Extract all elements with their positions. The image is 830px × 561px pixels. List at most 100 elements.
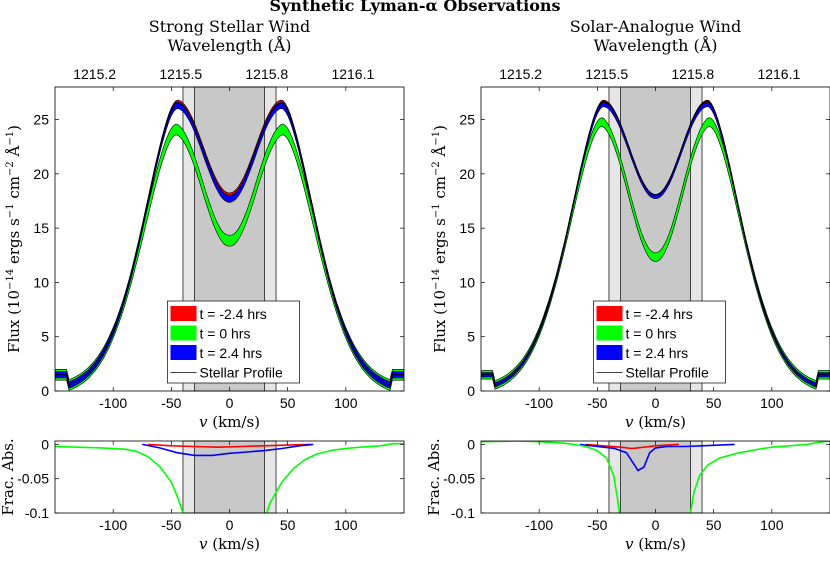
x-tick-label: 50 xyxy=(280,517,296,533)
x-tick-label: 50 xyxy=(706,517,722,533)
x-axis-label: v (km/s) xyxy=(199,535,260,553)
legend-box xyxy=(167,300,300,384)
plot-area xyxy=(481,441,830,513)
top-tick-label: 1216.1 xyxy=(331,66,374,82)
top-tick-label: 1215.2 xyxy=(499,66,542,82)
plot-area xyxy=(55,442,404,513)
shaded-region-inner xyxy=(620,440,691,514)
legend-swatch-blue xyxy=(170,345,197,360)
series-line-green-2 xyxy=(481,441,621,513)
panel-left-top: -100 -50 0 50 100 0 5 10 15 20 25 v (km/s) Flux (10−… xyxy=(5,17,405,431)
x-tick-label: -100 xyxy=(99,395,127,411)
top-tick-label: 1215.5 xyxy=(159,66,202,82)
series-line-green-2 xyxy=(55,445,184,513)
x-tick-label: 100 xyxy=(334,517,358,533)
x-tick-label: 100 xyxy=(760,395,784,411)
x-tick-label: 0 xyxy=(652,517,660,533)
series-line-red-0 xyxy=(148,443,311,449)
y-tick-label: 0 xyxy=(467,383,475,399)
y-tick-label: 20 xyxy=(33,166,49,182)
y-tick-label: 10 xyxy=(459,274,475,290)
x-tick-label: -100 xyxy=(525,517,553,533)
series-band-blue xyxy=(55,101,404,389)
x-axis-label: v (km/s) xyxy=(199,413,260,431)
plot-area xyxy=(481,99,830,390)
x-tick-label: 0 xyxy=(226,517,234,533)
plot-area xyxy=(55,99,404,391)
y-tick-label: -0.1 xyxy=(451,505,475,521)
top-tick-label: 1215.5 xyxy=(585,66,628,82)
x-tick-label: -50 xyxy=(161,517,181,533)
x-tick-label: -100 xyxy=(525,395,553,411)
legend-swatch-green xyxy=(596,325,623,341)
top-tick-label: 1216.1 xyxy=(757,66,800,82)
series-band-green xyxy=(55,123,404,391)
x-axis-label: v (km/s) xyxy=(625,413,686,431)
y-tick-label: -0.05 xyxy=(443,471,475,487)
stellar-profile-line xyxy=(481,100,830,386)
y-tick-label: 5 xyxy=(467,329,475,345)
legend-label: Stellar Profile xyxy=(626,365,709,381)
series-line-red-0 xyxy=(585,443,679,450)
figure-title: Synthetic Lyman-α Observations xyxy=(269,0,560,15)
series-line-green-3 xyxy=(265,442,404,513)
y-axis-label: Flux (10−14 ergs s−1 cm−2 Å−1) xyxy=(431,125,449,353)
x-tick-label: 100 xyxy=(760,517,784,533)
panel-right-top: -100 -50 0 50 100 0 5 10 15 20 25 v (km/s) Flux (10−… xyxy=(431,17,830,431)
series-line-green-3 xyxy=(689,441,830,513)
panel-right-bottom: -100 -50 0 50 100 0 -0.05 -0.1 v (km/s) Frac. Abs… xyxy=(425,436,830,553)
series-band-blue xyxy=(481,101,830,388)
x-tick-label: 100 xyxy=(334,395,358,411)
y-tick-label: 0 xyxy=(41,383,49,399)
legend-swatch-red xyxy=(170,306,197,321)
x-tick-label: -50 xyxy=(587,395,607,411)
series-line-blue-1 xyxy=(142,443,314,457)
top-axis-label: Wavelength (Å) xyxy=(167,35,291,55)
top-tick-label: 1215.8 xyxy=(671,66,714,82)
x-tick-label: 0 xyxy=(652,395,660,411)
legend-swatch-green xyxy=(170,325,197,341)
y-axis-label: Frac. Abs. xyxy=(0,438,17,515)
legend-label: t = -2.4 hrs xyxy=(200,306,267,322)
legend-label: Stellar Profile xyxy=(200,365,283,381)
y-tick-label: 5 xyxy=(41,329,49,345)
x-tick-label: 50 xyxy=(280,395,296,411)
y-axis-label: Frac. Abs. xyxy=(425,438,443,515)
legend-label: t = 0 hrs xyxy=(200,326,251,342)
panel-title: Solar-Analogue Wind xyxy=(570,17,741,36)
series-band-green xyxy=(481,117,830,390)
legend-label: t = -2.4 hrs xyxy=(626,306,693,322)
legend-swatch-blue xyxy=(596,345,623,360)
y-tick-label: 10 xyxy=(33,274,49,290)
y-tick-label: 0 xyxy=(467,436,475,452)
top-tick-label: 1215.8 xyxy=(245,66,288,82)
x-axis-label: v (km/s) xyxy=(625,535,686,553)
legend: t = -2.4 hrs t = 0 hrs t = 2.4 hrs Stellar … xyxy=(167,300,300,384)
panel-title: Strong Stellar Wind xyxy=(149,17,311,36)
y-tick-label: -0.05 xyxy=(17,471,49,487)
legend: t = -2.4 hrs t = 0 hrs t = 2.4 hrs Stellar … xyxy=(593,300,726,384)
y-tick-label: 20 xyxy=(459,166,475,182)
y-tick-label: 25 xyxy=(33,112,49,128)
x-tick-label: -50 xyxy=(587,517,607,533)
series-line-blue-1 xyxy=(579,443,735,472)
x-tick-label: -100 xyxy=(99,517,127,533)
top-axis-label: Wavelength (Å) xyxy=(593,35,717,55)
x-tick-label: -50 xyxy=(161,395,181,411)
y-tick-label: 15 xyxy=(33,220,49,236)
y-tick-label: -0.1 xyxy=(25,505,49,521)
stellar-profile-line xyxy=(55,102,404,386)
x-tick-label: 0 xyxy=(226,395,234,411)
x-tick-label: 50 xyxy=(706,395,722,411)
top-tick-label: 1215.2 xyxy=(73,66,116,82)
panel-left-bottom: -100 -50 0 50 100 0 -0.05 -0.1 v (km/s) Frac. Abs… xyxy=(0,436,405,553)
y-tick-label: 25 xyxy=(459,112,475,128)
legend-label: t = 0 hrs xyxy=(626,326,677,342)
y-tick-label: 15 xyxy=(459,220,475,236)
legend-label: t = 2.4 hrs xyxy=(200,345,263,361)
legend-swatch-red xyxy=(596,306,623,321)
y-axis-label: Flux (10−14 ergs s−1 cm−2 Å−1) xyxy=(5,125,23,353)
y-tick-label: 0 xyxy=(41,436,49,452)
